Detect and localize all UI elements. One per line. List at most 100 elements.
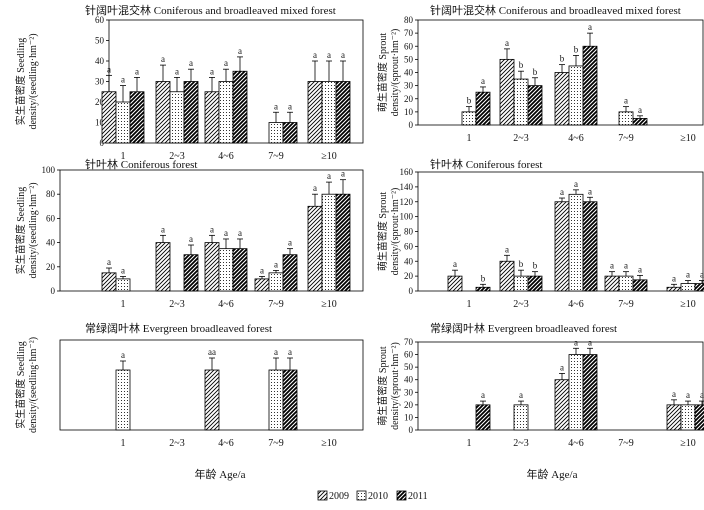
bar-2011-1	[183, 254, 199, 292]
y-tick-label: 0	[51, 286, 56, 296]
y-tick-label: 20	[404, 94, 414, 104]
bar-2010-3	[618, 111, 634, 126]
y-axis-label: 实生苗密度 Seedling density/(seedling·hm⁻²)	[14, 337, 39, 433]
bar-2011-4	[335, 81, 351, 144]
x-axis-label-right: 年龄 Age/a	[526, 467, 577, 481]
significance-letter: a	[588, 337, 592, 347]
bar-2010-2	[218, 81, 234, 144]
y-tick-label: 60	[46, 213, 56, 223]
bar-2009-1	[155, 81, 171, 144]
x-tick-label: 7~9	[268, 299, 283, 310]
bar-2010-2	[568, 193, 584, 292]
chart-panel-2: 针阔叶混交林 Coniferous and broadleaved mixed …	[376, 3, 704, 144]
legend: 2009 2010 2011	[317, 490, 428, 502]
significance-letter: a	[505, 38, 509, 48]
x-tick-label: 1	[467, 299, 472, 310]
y-axis-label-line1: 实生苗密度 Seedling	[14, 38, 27, 126]
y-tick-label: 40	[46, 238, 56, 248]
bar-2011-1	[527, 275, 543, 292]
y-axis-label: 萌生苗密度 Sprout density/(sprout·hm⁻²)	[376, 342, 401, 430]
significance-letter: a	[189, 234, 193, 244]
y-tick-label: 160	[400, 167, 414, 177]
chart-title: 常绿阔叶林 Evergreen broadleaved forest	[85, 321, 272, 335]
significance-letter: a	[686, 390, 690, 400]
y-tick-label: 140	[400, 182, 414, 192]
y-tick-label: 60	[95, 15, 105, 25]
x-tick-label: ≥10	[680, 299, 696, 310]
bar-2010-4	[321, 193, 337, 292]
significance-letter: a	[121, 75, 125, 85]
bar-2011-4	[694, 404, 704, 431]
bar-2009-0	[101, 272, 117, 292]
chart-panel-1: 针阔叶混交林 Coniferous and broadleaved mixed …	[14, 3, 364, 162]
bar-2011-2	[582, 45, 598, 126]
y-tick-label: 0	[409, 120, 414, 130]
significance-letter: a	[574, 337, 578, 347]
y-tick-label: 50	[404, 362, 414, 372]
y-tick-label: 0	[409, 286, 414, 296]
y-axis-label-line2: density/(seedling·hm⁻²)	[28, 337, 39, 433]
bar-2010-0	[461, 111, 477, 126]
significance-letter: a	[210, 224, 214, 234]
x-tick-label: 1	[467, 133, 472, 144]
y-tick-label: 100	[400, 212, 414, 222]
x-tick-label: 2~3	[513, 299, 528, 310]
significance-letter: a	[341, 50, 345, 60]
y-axis-label-line2: density/(seedling·hm⁻²)	[28, 182, 39, 278]
bar-2009-0	[447, 275, 463, 292]
bar-2009-4	[666, 404, 682, 431]
x-tick-label: 4~6	[218, 438, 233, 449]
chart-panel-5: 常绿阔叶林 Evergreen broadleaved forest 实生苗密度 …	[14, 321, 364, 449]
x-tick-label: 4~6	[218, 299, 233, 310]
bar-2010-3	[268, 369, 284, 431]
bar-2009-1	[155, 242, 171, 292]
bar-2011-1	[527, 85, 543, 126]
y-tick-label: 10	[404, 412, 414, 422]
chart-title: 常绿阔叶林 Evergreen broadleaved forest	[430, 321, 617, 335]
y-tick-label: 20	[46, 262, 56, 272]
x-tick-label: 2~3	[169, 438, 184, 449]
significance-letter: a	[135, 66, 139, 76]
x-tick-label: ≥10	[321, 151, 337, 162]
chart-title: 针叶林 Coniferous forest	[430, 157, 542, 171]
significance-letter: a	[121, 265, 125, 275]
bar-2010-4	[321, 81, 337, 144]
significance-letter: b	[560, 54, 565, 64]
x-tick-label: 7~9	[268, 438, 283, 449]
bar-2009-2	[554, 72, 570, 126]
y-tick-label: 70	[404, 28, 414, 38]
significance-letter: a	[588, 186, 592, 196]
significance-letter: a	[238, 46, 242, 56]
significance-letter: a	[288, 101, 292, 111]
y-tick-label: 80	[46, 189, 56, 199]
bar-2011-2	[232, 70, 248, 144]
x-tick-label: ≥10	[321, 438, 337, 449]
bar-2009-4	[666, 286, 682, 292]
y-tick-label: 60	[404, 350, 414, 360]
bar-2010-0	[115, 101, 131, 144]
bar-2010-3	[268, 122, 284, 144]
significance-letter: a	[624, 96, 628, 106]
x-tick-label: 4~6	[218, 151, 233, 162]
significance-letter: a	[481, 390, 485, 400]
x-axis-label-left: 年龄 Age/a	[194, 467, 245, 481]
significance-letter: a	[238, 228, 242, 238]
y-tick-label: 120	[400, 197, 414, 207]
bar-2010-3	[618, 275, 634, 292]
bar-2009-2	[554, 201, 570, 292]
bar-2011-3	[632, 279, 648, 292]
significance-letter: a	[560, 362, 564, 372]
significance-letter: a	[610, 261, 614, 271]
chart-title: 针阔叶混交林 Coniferous and broadleaved mixed …	[430, 3, 681, 17]
y-axis-label-line1: 实生苗密度 Seedling	[14, 187, 27, 275]
bar-2010-1	[513, 78, 529, 126]
bar-2009-2	[204, 242, 220, 292]
significance-letter: aa	[208, 347, 216, 357]
y-axis-label: 实生苗密度 Seedling density/(seedling·hm⁻²)	[14, 182, 39, 278]
y-tick-label: 40	[404, 256, 414, 266]
bar-2011-0	[475, 91, 491, 126]
y-axis-label-line2: density/(sprout·hm⁻²)	[390, 342, 401, 430]
legend-label-2010: 2010	[368, 491, 388, 502]
